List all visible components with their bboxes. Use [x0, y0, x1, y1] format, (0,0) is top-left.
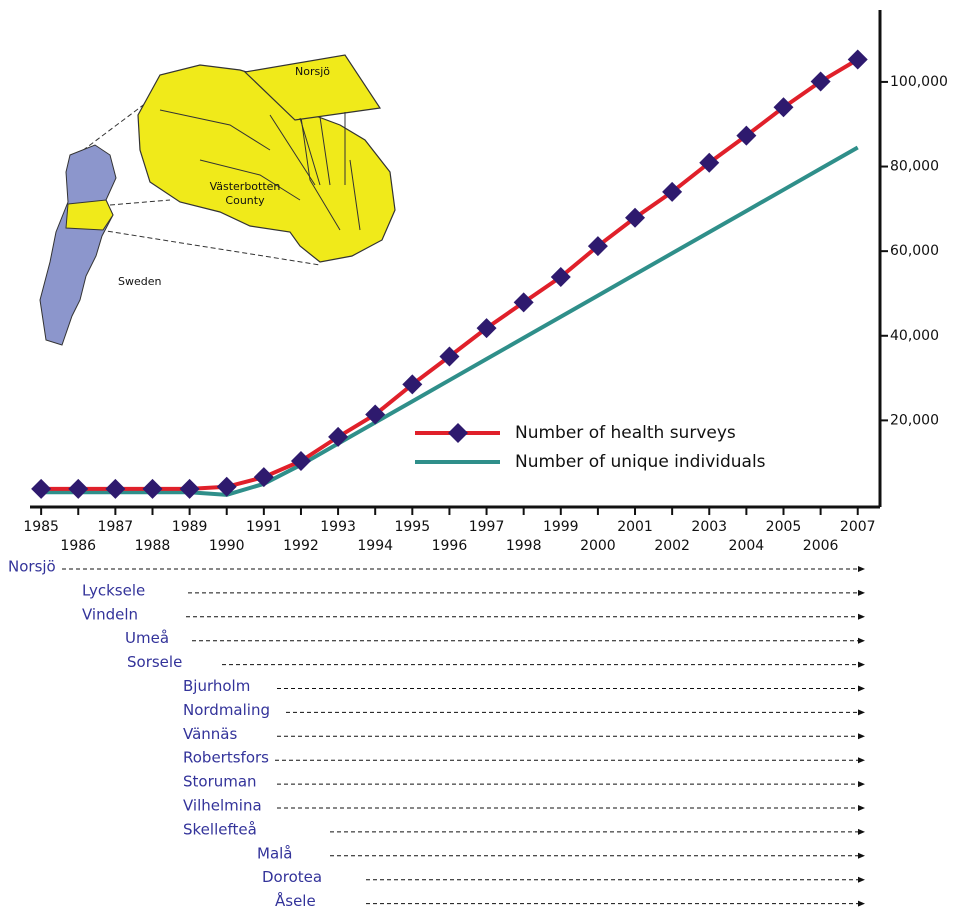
x-tick-label: 1991 — [246, 519, 282, 535]
map-connector — [109, 199, 171, 206]
marker — [402, 374, 423, 395]
marker — [68, 478, 89, 499]
marker — [773, 97, 794, 118]
x-tick-label: 1994 — [357, 538, 393, 554]
x-tick-label: 1996 — [432, 538, 468, 554]
x-tick-label: 1987 — [98, 519, 134, 535]
marker — [476, 318, 497, 339]
norsjo-callout — [243, 54, 382, 121]
y-tick-label: 100,000 — [890, 74, 948, 90]
x-tick-label: 2003 — [691, 519, 727, 535]
x-tick-label: 1985 — [23, 519, 59, 535]
marker — [810, 71, 831, 92]
marker — [513, 292, 534, 313]
y-tick-label: 60,000 — [890, 243, 939, 259]
county-small — [65, 199, 114, 231]
x-tick-label: 2006 — [803, 538, 839, 554]
municipality-label: Vännäs — [183, 725, 237, 743]
arrow-head — [858, 637, 865, 644]
municipality-label: Malå — [257, 844, 293, 862]
x-tick-label: 2002 — [654, 538, 690, 554]
marker — [587, 236, 608, 257]
x-tick-label: 1988 — [135, 538, 171, 554]
x-tick-label: 1989 — [172, 519, 208, 535]
marker — [179, 478, 200, 499]
arrow-head — [858, 828, 865, 835]
arrow-head — [858, 685, 865, 692]
arrow-head — [858, 709, 865, 716]
marker — [290, 451, 311, 471]
marker — [31, 478, 52, 499]
marker — [328, 426, 349, 447]
marker — [105, 478, 126, 499]
arrow-head — [858, 613, 865, 620]
municipality-label: Lycksele — [82, 581, 145, 599]
y-tick-label: 80,000 — [890, 159, 939, 175]
x-tick-label: 2005 — [766, 519, 802, 535]
map-label: Sweden — [118, 275, 161, 288]
arrow-head — [858, 757, 865, 764]
municipality-label: Sorsele — [127, 653, 182, 671]
x-tick-label: 1986 — [60, 538, 96, 554]
arrow-head — [858, 733, 865, 740]
marker — [736, 125, 757, 146]
x-tick-label: 1999 — [543, 519, 579, 535]
x-tick-label: 1990 — [209, 538, 245, 554]
y-tick-label: 20,000 — [890, 412, 939, 428]
marker — [847, 49, 868, 70]
arrow-head — [858, 781, 865, 788]
arrow-head — [858, 900, 865, 907]
sweden-shape — [39, 144, 117, 346]
marker — [662, 181, 683, 202]
arrow-head — [858, 876, 865, 883]
x-tick-label: 1992 — [283, 538, 319, 554]
marker — [142, 478, 163, 499]
map-label: County — [225, 194, 265, 207]
municipality-label: Vilhelmina — [183, 797, 262, 815]
marker — [625, 207, 646, 228]
marker — [365, 404, 386, 425]
x-tick-label: 2000 — [580, 538, 616, 554]
x-tick-label: 1993 — [320, 519, 356, 535]
arrow-head — [858, 661, 865, 668]
legend-marker — [448, 423, 468, 443]
map-label: Norsjö — [295, 65, 330, 78]
x-tick-label: 1998 — [506, 538, 542, 554]
callout-lines — [269, 112, 346, 186]
legend-label: Number of health surveys — [515, 423, 736, 443]
municipality-label: Robertsfors — [183, 749, 269, 767]
x-tick-label: 2004 — [729, 538, 765, 554]
marker — [439, 346, 460, 367]
arrow-head — [858, 805, 865, 811]
arrow-head — [858, 566, 865, 572]
municipality-label: Bjurholm — [183, 677, 250, 695]
map-label: Västerbotten — [210, 180, 281, 193]
municipality-label: Åsele — [275, 891, 316, 910]
marker — [216, 476, 237, 497]
map-connector — [99, 229, 321, 266]
x-tick-label: 2007 — [840, 519, 876, 535]
municipality-label: Storuman — [183, 773, 257, 791]
county-borders — [159, 109, 361, 231]
map-inset: Norsjö Västerbotten County Sweden — [39, 54, 396, 346]
series-line — [41, 145, 859, 497]
legend-label: Number of unique individuals — [515, 452, 766, 472]
municipality-label: Dorotea — [262, 868, 322, 886]
x-tick-label: 1997 — [469, 519, 505, 535]
marker — [550, 266, 571, 287]
municipality-label: Skellefteå — [183, 820, 257, 838]
municipality-label: Norsjö — [8, 558, 56, 576]
municipality-label: Umeå — [125, 629, 169, 647]
municipality-label: Vindeln — [82, 605, 138, 623]
arrow-head — [858, 589, 865, 596]
municipality-label: Nordmaling — [183, 701, 270, 719]
marker — [699, 152, 720, 173]
x-tick-label: 1995 — [394, 519, 430, 535]
marker — [253, 467, 274, 488]
y-tick-label: 40,000 — [890, 328, 939, 344]
x-tick-label: 2001 — [617, 519, 653, 535]
arrow-head — [858, 852, 865, 859]
